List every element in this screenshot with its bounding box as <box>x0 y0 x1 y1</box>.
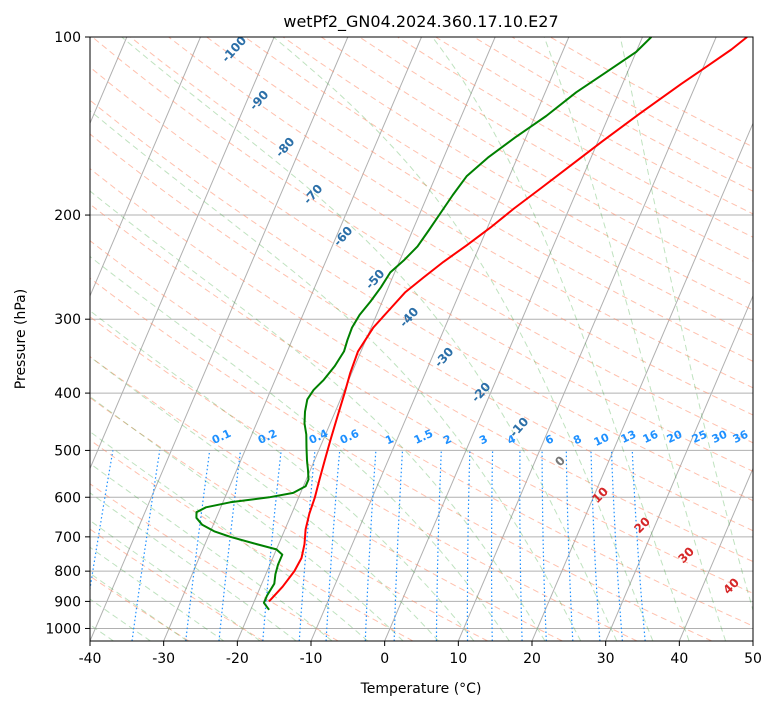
moist-adiabat-line <box>90 519 261 641</box>
dry-adiabat-line <box>90 99 753 502</box>
x-tick-label: 0 <box>380 651 389 667</box>
dry-adiabat-line <box>90 528 264 641</box>
y-tick-label: 300 <box>54 312 81 328</box>
moist-adiabat-line <box>619 37 753 612</box>
mixing-ratio-label: 25 <box>690 428 709 446</box>
x-tick-label: 10 <box>449 651 467 667</box>
y-tick-label: 200 <box>54 208 81 224</box>
moist-adiabat-line <box>90 310 475 641</box>
mixing-ratio-line <box>90 450 114 593</box>
dry-adiabat-line <box>90 203 753 594</box>
mixing-ratio-label: 13 <box>619 428 638 446</box>
y-tick-label: 1000 <box>45 621 81 637</box>
plot-frame <box>89 36 754 642</box>
moist-adiabat-line <box>90 572 188 641</box>
moist-adiabat-line <box>90 395 404 641</box>
y-tick-label: 400 <box>54 386 81 402</box>
profile-lines <box>195 37 748 611</box>
dry-adiabat-line <box>90 356 563 641</box>
x-tick-label: 20 <box>523 651 541 667</box>
moist-adiabat-line <box>90 255 510 641</box>
isotherm-line <box>678 467 753 641</box>
dry-adiabat-line <box>90 240 753 627</box>
y-tick-label: 500 <box>54 443 81 459</box>
moist-adiabat-line <box>273 37 654 641</box>
moist-adiabat-line <box>90 492 297 641</box>
mixing-ratio-label: 16 <box>641 428 661 446</box>
mixing-ratio-line <box>218 450 242 641</box>
moist-adiabat-line <box>121 37 618 641</box>
y-tick-label: 900 <box>54 594 81 610</box>
x-tick-label: 40 <box>670 651 688 667</box>
dry-adiabat-line <box>90 316 638 641</box>
dry-adiabat-line <box>91 37 753 444</box>
x-tick-label: 50 <box>744 651 762 667</box>
isotherm-line <box>384 37 643 641</box>
moist-adiabat-line <box>90 431 369 641</box>
isotherm-line <box>457 37 717 641</box>
moist-adiabat-line <box>90 546 225 641</box>
mixing-ratio-label: 36 <box>731 428 751 446</box>
y-tick-label: 600 <box>54 490 81 506</box>
moist-adiabat-line <box>431 37 690 641</box>
y-tick-label: 800 <box>54 564 81 580</box>
dry-adiabat-line <box>130 37 753 416</box>
isotherm-line <box>531 122 753 641</box>
x-tick-label: -20 <box>226 651 249 667</box>
isotherm-line <box>163 37 422 641</box>
isotherm-line <box>90 37 201 298</box>
mixing-ratio-line <box>262 450 282 641</box>
moist-adiabat-line <box>543 37 727 641</box>
mixing-ratio-label: 20 <box>665 428 685 446</box>
x-tick-label: 30 <box>597 651 615 667</box>
mixing-ratio-label: 30 <box>710 428 730 446</box>
x-tick-label: -40 <box>79 651 102 667</box>
x-axis: -40 -30 -20 -10 0 10 20 30 40 50 <box>79 641 762 667</box>
dry-adiabat-line <box>90 168 753 563</box>
mixing-ratio-label: 10 <box>592 431 612 449</box>
dry-adiabat-line <box>282 37 753 311</box>
dry-adiabat-line <box>244 37 753 336</box>
y-tick-label: 700 <box>54 530 81 546</box>
dry-adiabat-line <box>90 277 712 641</box>
y-axis-title: Pressure (hPa) <box>13 289 29 389</box>
y-axis: 1000 900 800 700 600 500 400 300 200 100 <box>45 30 90 637</box>
mixing-ratio-line <box>185 450 211 641</box>
moist-adiabat-line <box>90 462 333 641</box>
x-axis-title: Temperature (°C) <box>360 681 482 697</box>
background-lines <box>90 37 753 641</box>
y-tick-label: 100 <box>54 30 81 46</box>
temperature-profile-line <box>268 37 748 603</box>
moist-adiabat-line <box>90 356 439 641</box>
chart-title: wetPf2_GN04.2024.360.17.10.E27 <box>283 12 558 32</box>
dewpoint-profile-line <box>195 37 653 611</box>
x-tick-label: -10 <box>300 651 323 667</box>
isotherm-line <box>90 37 349 641</box>
isotherm-line <box>605 294 753 641</box>
mixing-ratio-line <box>131 450 161 641</box>
dry-adiabat-line <box>90 133 753 532</box>
x-tick-label: -30 <box>152 651 175 667</box>
isotherm-line <box>90 37 275 470</box>
dry-adiabat-line <box>168 37 753 389</box>
